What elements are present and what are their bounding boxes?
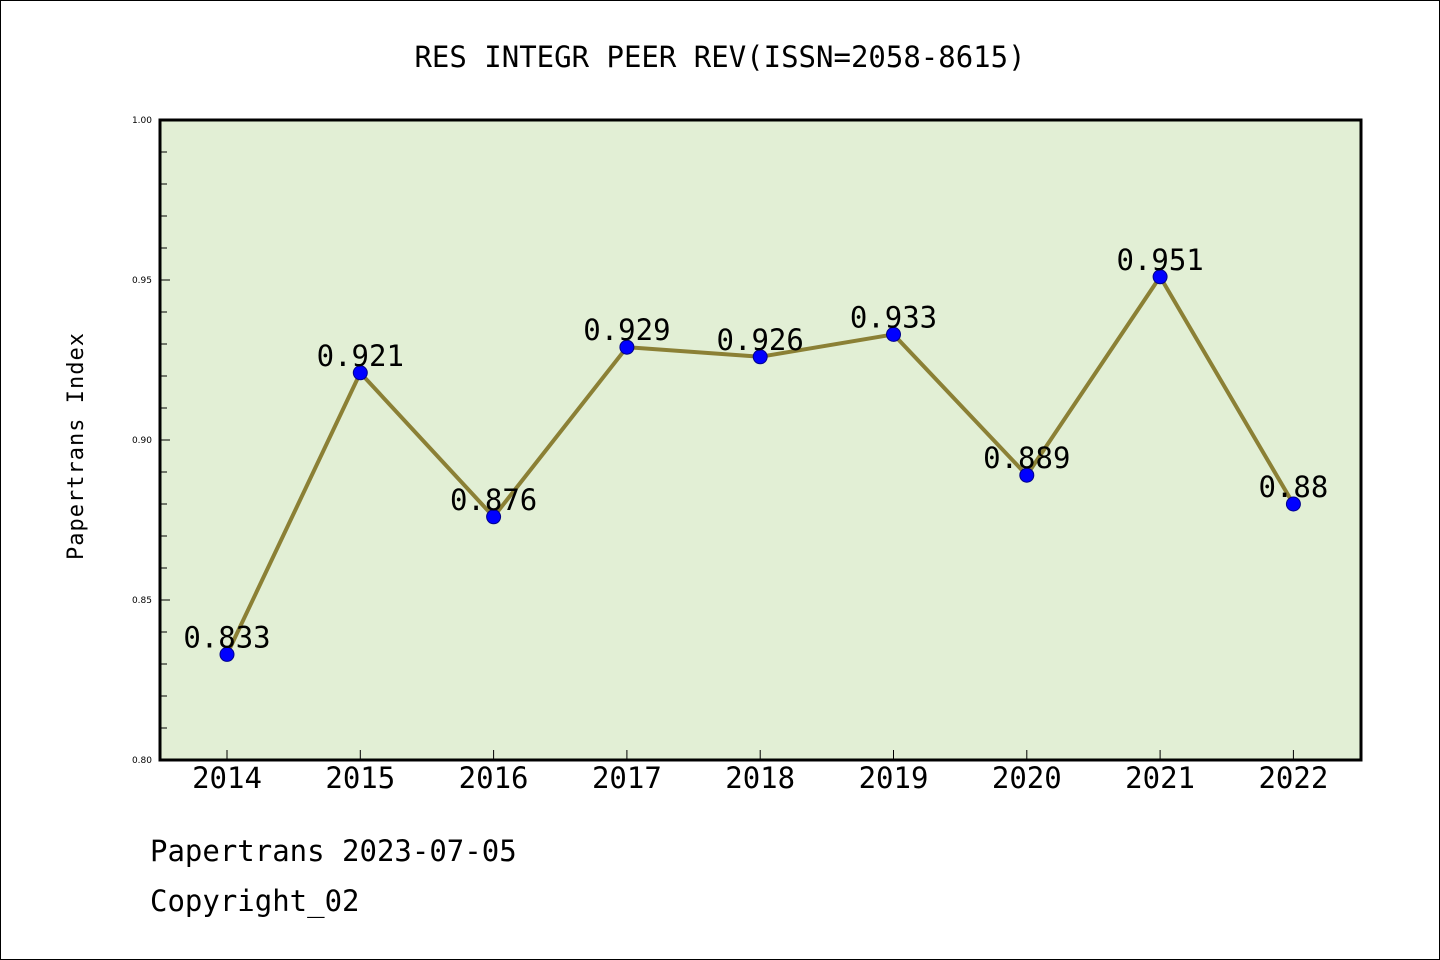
data-label: 0.921 <box>317 339 404 373</box>
x-tick-label: 2016 <box>459 761 529 795</box>
x-tick-label: 2018 <box>725 761 795 795</box>
footer-date: Papertrans 2023-07-05 <box>150 834 517 868</box>
data-point-marker <box>619 339 635 355</box>
y-tick-label: 0.80 <box>132 756 152 766</box>
data-label: 0.926 <box>717 323 804 357</box>
data-point-marker <box>352 365 368 381</box>
data-point-marker <box>486 509 502 525</box>
y-axis-label: Papertrans Index <box>64 332 89 560</box>
chart-title: RES INTEGR PEER REV(ISSN=2058-8615) <box>414 40 1025 74</box>
data-point-marker <box>1285 496 1301 512</box>
data-label: 0.929 <box>583 313 670 347</box>
x-tick-label: 2021 <box>1125 761 1195 795</box>
x-tick-label: 2014 <box>192 761 262 795</box>
x-tick-label: 2017 <box>592 761 662 795</box>
data-point-marker <box>1019 467 1035 483</box>
data-label: 0.951 <box>1116 243 1203 277</box>
plot-border <box>158 118 1363 762</box>
data-label: 0.88 <box>1258 470 1328 504</box>
y-tick-label: 1.00 <box>132 116 152 126</box>
footer-copyright: Copyright_02 <box>150 884 360 918</box>
x-tick-label: 2019 <box>859 761 929 795</box>
y-tick-label: 0.85 <box>132 596 152 606</box>
data-label: 0.889 <box>983 441 1070 475</box>
data-point-marker <box>752 349 768 365</box>
y-tick-label: 0.90 <box>132 436 152 446</box>
data-point-marker <box>219 646 235 662</box>
x-axis-ticks: 2014 2015 2016 2017 2018 2019 2020 2021 2022 <box>192 750 1328 795</box>
data-point-marker <box>1152 269 1168 285</box>
marker-group <box>219 269 1301 662</box>
data-label-group: 0.833 0.921 0.876 0.929 0.926 0.933 0.889 0.951… <box>183 243 1328 655</box>
plot-area <box>160 120 1361 760</box>
y-tick-label: 0.95 <box>132 276 152 286</box>
x-tick-label: 2022 <box>1258 761 1328 795</box>
data-label: 0.933 <box>850 300 937 334</box>
x-tick-label: 2015 <box>325 761 395 795</box>
data-label: 0.876 <box>450 483 537 517</box>
x-tick-label: 2020 <box>992 761 1062 795</box>
data-label: 0.833 <box>183 620 270 654</box>
data-point-marker <box>886 326 901 342</box>
